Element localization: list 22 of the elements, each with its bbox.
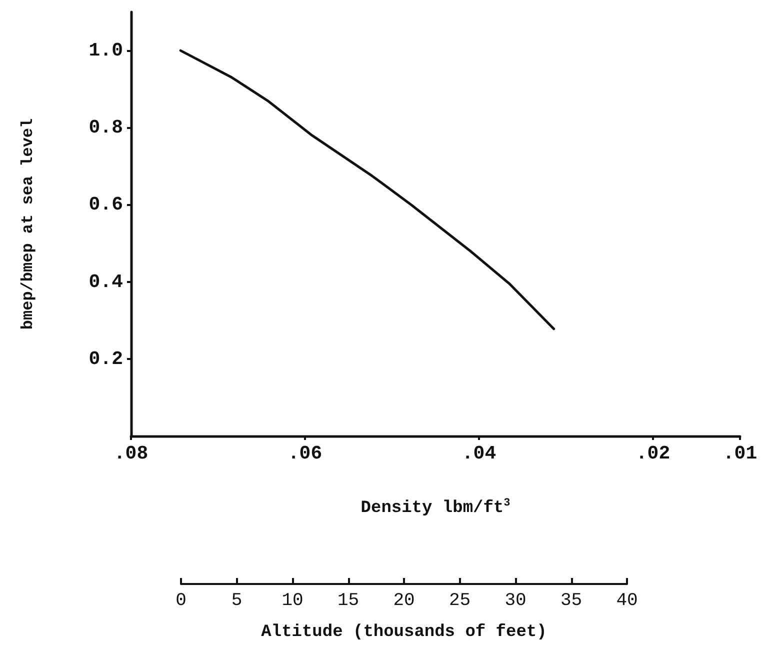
line-series: [179, 49, 556, 330]
y-tick-label: 0.8: [88, 116, 123, 139]
x2-tick-label: 25: [448, 591, 471, 611]
y-axis-title: bmep/bmep at sea level: [19, 118, 37, 330]
x-tick-label: .01: [722, 442, 758, 464]
y-tick-label: 0.6: [88, 194, 123, 216]
x-tick-label: .08: [114, 442, 148, 464]
y-tick-label: 1.0: [88, 40, 123, 62]
x-tick-label: .02: [636, 442, 670, 464]
x2-tick-label: 35: [560, 591, 582, 611]
x2-tick-label: 15: [337, 591, 360, 611]
x-tick-label: .06: [288, 442, 322, 464]
x-tick-label: .04: [462, 442, 496, 464]
x2-tick-label: 20: [393, 591, 415, 611]
x2-tick-label: 0: [176, 591, 186, 611]
x2-tick-label: 30: [504, 591, 526, 611]
y-tick-label: 0.4: [88, 270, 123, 293]
x2-tick-label: 10: [282, 591, 304, 611]
x2-axis-title: Altitude (thousands of feet): [261, 623, 547, 642]
x2-tick-label: 40: [616, 591, 638, 611]
y-tick-label: 0.2: [88, 348, 123, 370]
x2-tick-label: 5: [231, 591, 242, 611]
